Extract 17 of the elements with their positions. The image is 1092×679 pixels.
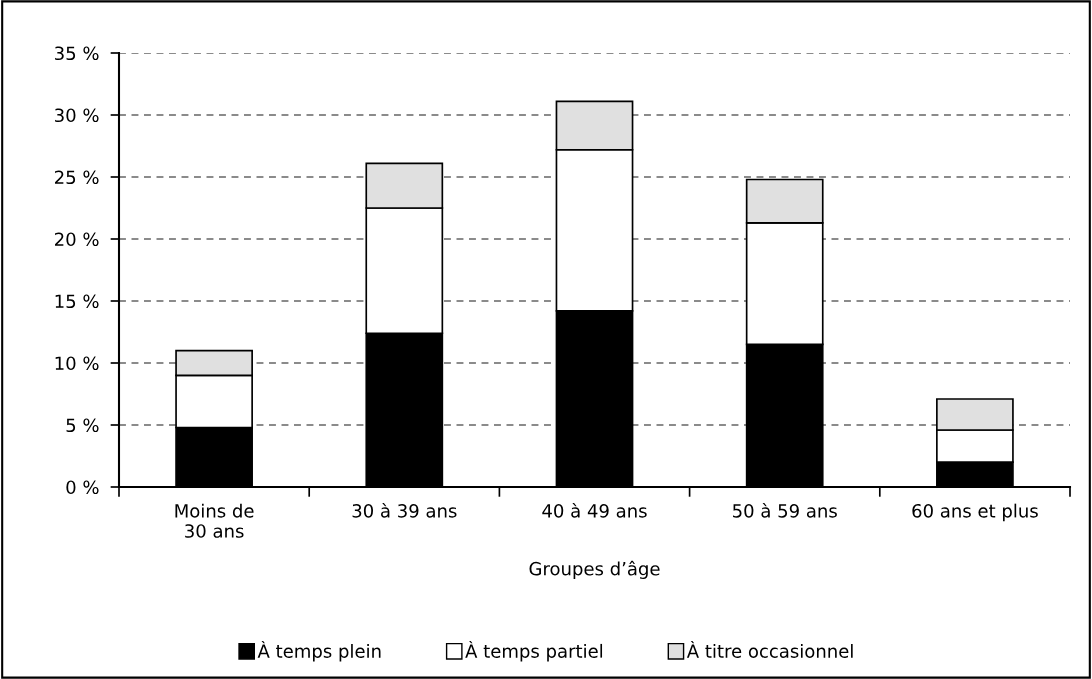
x-tick-label: 30 à 39 ans (352, 502, 457, 518)
y-tick-label: 5 % (66, 418, 99, 433)
y-tick-label: 0 % (66, 480, 99, 495)
legend-label: À temps partiel (465, 640, 603, 662)
x-tick-label: 60 ans et plus (912, 503, 1038, 522)
y-tick-label: 15 % (55, 294, 99, 309)
legend-label: À temps plein (257, 640, 381, 662)
x-tick-label: 40 à 49 ans (542, 502, 647, 518)
y-tick-label: 10 % (55, 356, 99, 371)
y-tick-label: 35 % (55, 46, 99, 61)
legend-label: À titre occasionnel (686, 640, 853, 658)
y-tick-label: 20 % (55, 232, 99, 247)
x-axis-title: Groupes d’âge (529, 560, 660, 579)
x-tick-label: Moins de 30 ans (175, 503, 254, 538)
y-tick-label: 25 % (55, 170, 99, 185)
x-tick-label: 50 à 59 ans (733, 502, 837, 518)
y-tick-label: 30 % (55, 108, 99, 123)
